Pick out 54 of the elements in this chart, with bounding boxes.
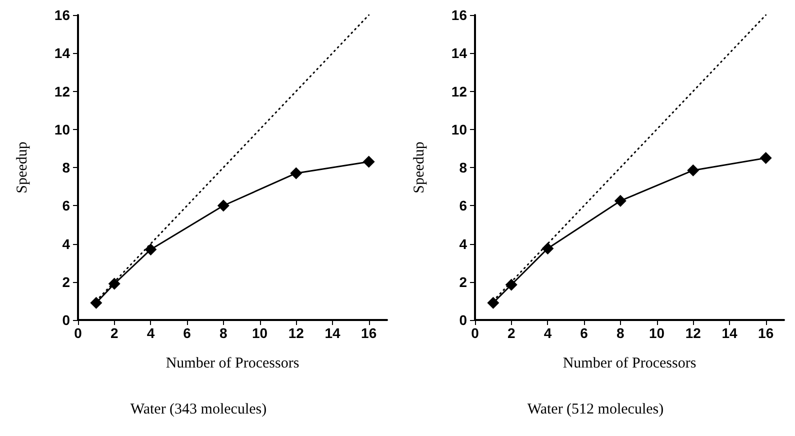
point <box>542 242 554 255</box>
x-tick-label: 0 <box>74 325 82 341</box>
y-tick-label: 0 <box>459 312 468 328</box>
point <box>290 167 302 180</box>
point <box>614 194 626 207</box>
y-tick-label: 2 <box>459 274 468 290</box>
x-tick-label: 8 <box>220 325 228 341</box>
x-tick-label: 16 <box>361 325 377 341</box>
x-tick-label: 4 <box>544 325 552 341</box>
x-tick-label: 4 <box>146 325 155 341</box>
y-tick-label: 14 <box>451 45 468 62</box>
y-tick-label: 12 <box>54 83 70 100</box>
x-tick-label: 14 <box>324 325 340 341</box>
x-tick-label: 0 <box>471 325 480 341</box>
x-axis-title: Number of Processors <box>166 356 300 372</box>
point <box>144 243 157 256</box>
y-axis-title: Speedup <box>14 142 30 194</box>
text: Water (343 molecules) <box>130 402 267 418</box>
y-tick-label: 2 <box>62 274 70 290</box>
y-tick-label: 12 <box>451 83 468 100</box>
y-tick-label: 10 <box>451 121 468 138</box>
y-tick-label: 10 <box>54 121 70 138</box>
x-tick-label: 12 <box>288 325 304 341</box>
y-tick-label: 0 <box>62 312 70 328</box>
y-tick-label: 8 <box>62 160 70 176</box>
text: Water (512 molecules) <box>527 402 664 418</box>
point <box>108 278 120 290</box>
y-tick-label: 16 <box>54 7 70 23</box>
y-tick-label: 16 <box>451 7 468 23</box>
point <box>487 296 500 309</box>
y-axis-title: Speedup <box>412 142 428 194</box>
y-tick-label: 6 <box>459 198 468 214</box>
x-tick-label: 14 <box>722 325 738 341</box>
point <box>505 278 518 291</box>
y-tick-label: 6 <box>62 198 70 214</box>
y-tick-label: 4 <box>62 236 70 252</box>
y-tick-label: 4 <box>459 236 468 252</box>
x-axis-title: Number of Processors <box>562 356 696 372</box>
point <box>687 164 700 176</box>
x-tick-label: 8 <box>616 325 625 341</box>
x-tick-label: 2 <box>110 325 118 341</box>
x-tick-label: 10 <box>648 325 665 341</box>
x-tick-label: 6 <box>580 325 588 341</box>
point <box>760 152 772 164</box>
x-tick-label: 10 <box>252 325 268 341</box>
x-tick-label: 2 <box>507 325 516 341</box>
y-tick-label: 8 <box>459 160 468 176</box>
point <box>362 156 375 168</box>
x-tick-label: 12 <box>685 325 702 341</box>
x-tick-label: 16 <box>758 325 774 341</box>
y-tick-label: 14 <box>54 45 70 62</box>
point <box>90 296 102 309</box>
x-tick-label: 6 <box>183 325 192 341</box>
point <box>217 200 230 212</box>
